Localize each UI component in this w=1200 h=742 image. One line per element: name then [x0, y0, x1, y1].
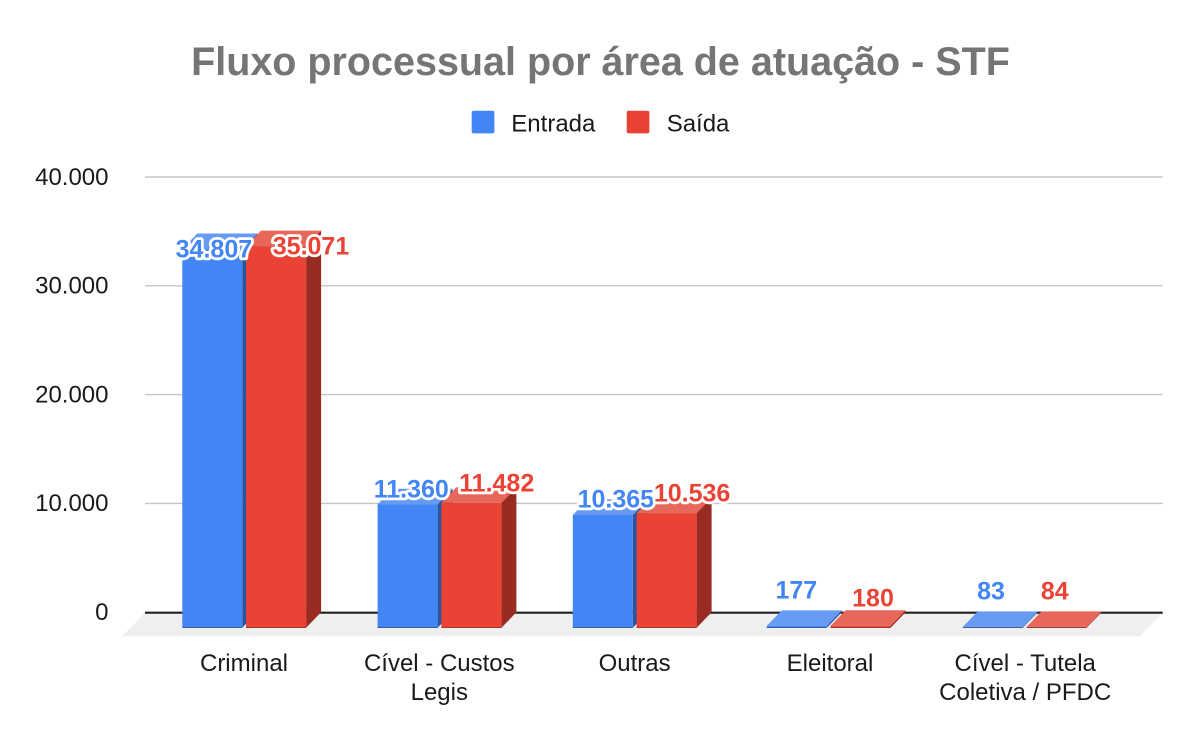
svg-text:Cível - Custos: Cível - Custos [364, 650, 515, 677]
svg-text:Cível - Tutela: Cível - Tutela [955, 650, 1097, 677]
svg-text:Saída: Saída [667, 110, 730, 137]
svg-text:Entrada: Entrada [511, 110, 596, 137]
svg-text:0: 0 [95, 599, 108, 626]
svg-text:20.000: 20.000 [35, 381, 108, 408]
svg-text:Criminal: Criminal [200, 650, 288, 677]
svg-text:11.360: 11.360 [374, 476, 449, 504]
svg-text:34.807: 34.807 [176, 236, 252, 264]
svg-text:Coletiva / PFDC: Coletiva / PFDC [939, 679, 1111, 706]
svg-text:180: 180 [852, 585, 894, 613]
svg-text:35.071: 35.071 [273, 233, 350, 261]
svg-text:Outras: Outras [599, 650, 671, 677]
svg-text:30.000: 30.000 [35, 273, 108, 300]
svg-text:40.000: 40.000 [35, 164, 108, 191]
svg-text:Eleitoral: Eleitoral [787, 650, 874, 677]
svg-text:10.365: 10.365 [578, 486, 655, 514]
svg-text:10.000: 10.000 [35, 490, 108, 517]
svg-text:10.536: 10.536 [654, 480, 730, 508]
svg-text:83: 83 [977, 578, 1005, 606]
svg-text:Legis: Legis [411, 679, 468, 706]
svg-text:84: 84 [1041, 578, 1069, 606]
svg-text:11.482: 11.482 [459, 470, 534, 498]
svg-text:Fluxo processual por área de a: Fluxo processual por área de atuação - S… [191, 40, 1010, 84]
svg-text:177: 177 [775, 577, 817, 605]
